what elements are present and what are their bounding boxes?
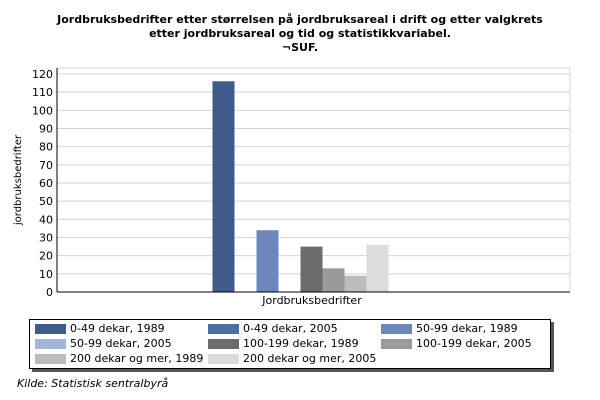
legend-label: 50-99 dekar, 2005 xyxy=(70,337,172,350)
legend-swatch xyxy=(208,338,239,349)
y-axis-label: jordbruksbedrifter xyxy=(13,134,24,226)
legend-label: 100-199 dekar, 2005 xyxy=(416,337,532,350)
legend-item: 0-49 dekar, 1989 xyxy=(35,322,165,335)
y-tick-label: 70 xyxy=(39,159,53,172)
bars xyxy=(212,81,389,293)
legend-item: 50-99 dekar, 1989 xyxy=(381,322,518,335)
bar-5 xyxy=(322,268,345,292)
x-category-label: Jordbruksbedrifter xyxy=(261,294,362,307)
legend-label: 0-49 dekar, 1989 xyxy=(70,322,165,335)
legend-label: 200 dekar og mer, 1989 xyxy=(70,352,204,365)
legend-swatch xyxy=(35,338,66,349)
legend-label: 0-49 dekar, 2005 xyxy=(243,322,338,335)
grid-lines xyxy=(57,67,571,292)
y-tick-label: 20 xyxy=(39,250,53,263)
y-tick-label: 50 xyxy=(39,195,53,208)
legend-swatch xyxy=(35,323,66,334)
y-tick-label: 100 xyxy=(32,104,53,117)
bar-7 xyxy=(366,244,389,292)
legend-item: 50-99 dekar, 2005 xyxy=(35,337,172,350)
chart-title-line-3: ¬SUF. xyxy=(281,41,319,54)
bar-6 xyxy=(344,275,367,292)
legend: 0-49 dekar, 1989 0-49 dekar, 2005 50-99 de… xyxy=(29,319,551,369)
legend-label: 100-199 dekar, 1989 xyxy=(243,337,359,350)
legend-item: 200 dekar og mer, 1989 xyxy=(35,352,203,365)
y-tick-label: 120 xyxy=(32,68,53,81)
y-tick-label: 10 xyxy=(39,268,53,281)
source-note: Kilde: Statistisk sentralbyrå xyxy=(17,377,169,390)
bar-0 xyxy=(212,81,235,293)
legend-swatch xyxy=(208,323,239,334)
legend-item: 100-199 dekar, 2005 xyxy=(381,337,532,350)
y-tick-label: 90 xyxy=(39,123,53,136)
y-tick-label: 110 xyxy=(32,86,53,99)
legend-item: 0-49 dekar, 2005 xyxy=(208,322,338,335)
legend-swatch xyxy=(35,353,66,364)
y-tick-label: 30 xyxy=(39,232,53,245)
chart-title-line-2: etter jordbruksareal og tid og statistik… xyxy=(149,27,451,40)
legend-label: 50-99 dekar, 1989 xyxy=(416,322,518,335)
y-tick-label: 80 xyxy=(39,141,53,154)
y-tick-label: 60 xyxy=(39,177,53,190)
bar-4 xyxy=(300,246,323,292)
legend-swatch xyxy=(381,323,412,334)
y-tick-labels: 0 10 20 30 40 50 60 70 80 90 100 110 120 xyxy=(32,68,53,299)
legend-swatch xyxy=(381,338,412,349)
y-tick-label: 0 xyxy=(46,286,53,299)
chart-title: Jordbruksbedrifter etter størrelsen på j… xyxy=(0,13,600,55)
legend-swatch xyxy=(208,353,239,364)
legend-label: 200 dekar og mer, 2005 xyxy=(243,352,377,365)
bar-chart: 0 10 20 30 40 50 60 70 80 90 100 110 120 jordbruksbe… xyxy=(13,67,571,307)
legend-item: 200 dekar og mer, 2005 xyxy=(208,352,376,365)
chart-title-line-1: Jordbruksbedrifter etter størrelsen på j… xyxy=(57,13,543,26)
bar-2 xyxy=(256,230,279,292)
y-tick-label: 40 xyxy=(39,213,53,226)
legend-item: 100-199 dekar, 1989 xyxy=(208,337,359,350)
